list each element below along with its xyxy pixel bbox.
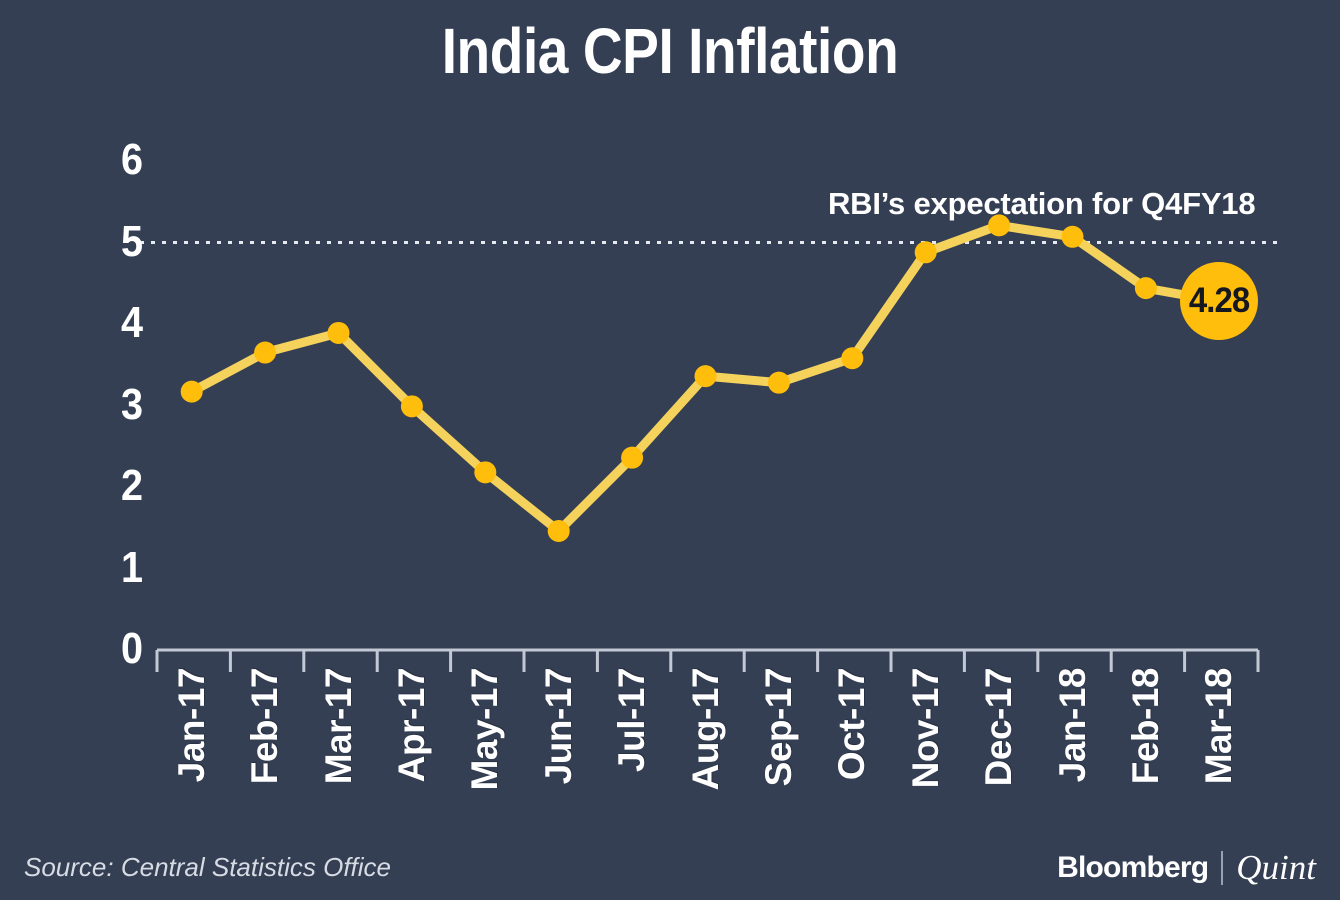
x-axis-tick-label: Mar-18 [1198,668,1240,785]
x-axis-tick-label: Oct-17 [831,668,873,781]
last-value-label: 4.28 [1189,281,1250,321]
x-axis-tick-label: May-17 [464,668,506,791]
x-axis [155,648,1260,672]
x-axis-tick-label: Aug-17 [684,668,726,791]
x-axis-tick-label: Jul-17 [611,668,653,772]
y-axis-tick-label: 6 [120,135,143,184]
brand-divider [1221,851,1224,885]
x-axis-tick-label: Feb-18 [1124,668,1166,785]
x-axis-tick-label: Jan-18 [1051,668,1093,783]
y-axis-tick-label: 5 [120,216,143,266]
brand-bloomberg-text: Bloomberg [1057,851,1209,884]
reference-line-annotation: RBI’s expectation for Q4FY18 [828,186,1256,221]
x-axis-tick-label: Apr-17 [390,668,432,783]
y-axis-tick-label: 4 [120,298,143,347]
page-title: India CPI Inflation [441,15,899,87]
source-note: Source: Central Statistics Office [24,852,392,882]
x-axis-tick-label: Feb-17 [244,668,286,785]
x-axis-tick-label: Jun-17 [537,668,579,785]
brand-logo: Bloomberg Quint [1057,848,1316,888]
y-axis-tick-label: 2 [120,461,143,510]
y-axis-tick-label: 1 [120,542,143,592]
x-axis-tick-label: Dec-17 [978,668,1020,787]
x-axis-tick-label: Sep-17 [757,668,799,787]
x-axis-tick-label: Jan-17 [170,668,212,783]
brand-quint-text: Quint [1236,848,1316,887]
y-axis-tick-label: 3 [120,379,143,429]
data-markers [180,214,1157,543]
x-axis-tick-label: Nov-17 [904,668,946,789]
x-axis-tick-label: Mar-17 [317,668,359,785]
last-value-bubble: 4.28 [1180,262,1259,341]
y-axis-tick-label: 0 [120,624,143,673]
